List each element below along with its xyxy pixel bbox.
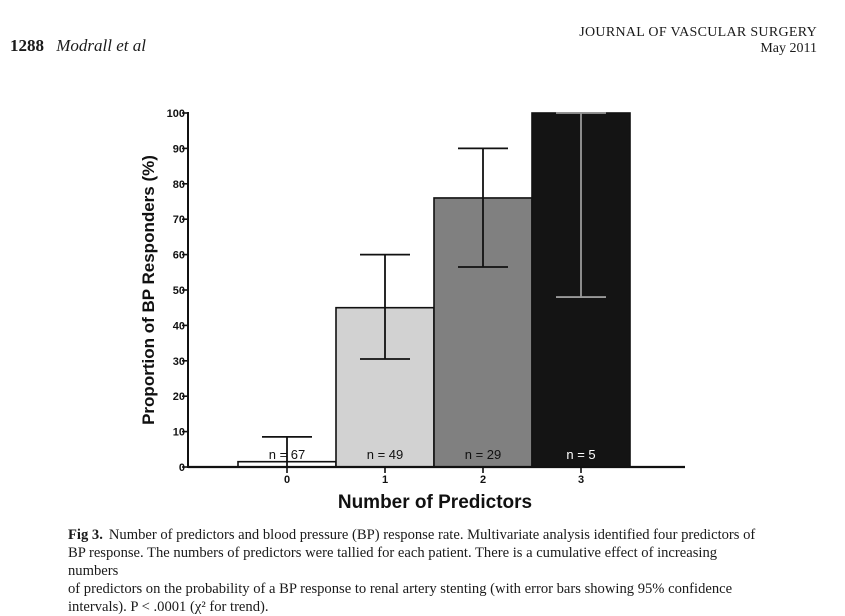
caption-line-1: Fig 3. Number of predictors and blood pre… [68, 526, 768, 544]
y-tick-label-30: 30 [173, 356, 185, 368]
count-label-0: n = 67 [269, 447, 306, 462]
running-header-right: JOURNAL OF VASCULAR SURGERY May 2011 [579, 25, 817, 57]
count-label-2: n = 29 [465, 447, 502, 462]
x-tick-label-3: 3 [578, 474, 584, 486]
caption-line-1-text: Number of predictors and blood pressure … [108, 527, 756, 543]
y-tick-label-70: 70 [173, 214, 185, 226]
y-tick-label-20: 20 [173, 391, 185, 403]
x-axis-title: Number of Predictors [338, 492, 532, 513]
y-tick-label-100: 100 [167, 108, 185, 120]
caption-line-4: intervals). P < .0001 (χ² for trend). [68, 599, 269, 615]
journal-name: JOURNAL OF VASCULAR SURGERY [579, 25, 817, 40]
x-tick-label-1: 1 [382, 474, 388, 486]
y-tick-label-80: 80 [173, 179, 185, 191]
figure-caption: Fig 3. Number of predictors and blood pre… [68, 526, 768, 616]
y-tick-label-50: 50 [173, 285, 185, 297]
page-number: 1288 [10, 36, 44, 55]
count-label-3: n = 5 [566, 447, 595, 462]
author-line: Modrall et al [56, 36, 146, 55]
x-tick-label-2: 2 [480, 474, 486, 486]
bar-chart: n = 67 n = 49 n = 29 n = 501020304050607080… [139, 108, 685, 513]
y-axis-title: Proportion of BP Responders (%) [139, 155, 158, 425]
running-header-left: 1288 Modrall et al [10, 36, 146, 56]
issue-date: May 2011 [760, 41, 817, 56]
y-tick-label-0: 0 [179, 462, 185, 474]
y-tick-label-10: 10 [173, 427, 185, 439]
count-label-1: n = 49 [367, 447, 404, 462]
caption-line-2: BP response. The numbers of predictors w… [68, 545, 718, 579]
figure-label: Fig 3. [68, 527, 103, 543]
y-tick-label-90: 90 [173, 143, 185, 155]
x-tick-label-0: 0 [284, 474, 290, 486]
y-tick-label-40: 40 [173, 320, 185, 332]
caption-line-3: of predictors on the probability of a BP… [68, 581, 733, 597]
y-tick-label-60: 60 [173, 250, 185, 262]
